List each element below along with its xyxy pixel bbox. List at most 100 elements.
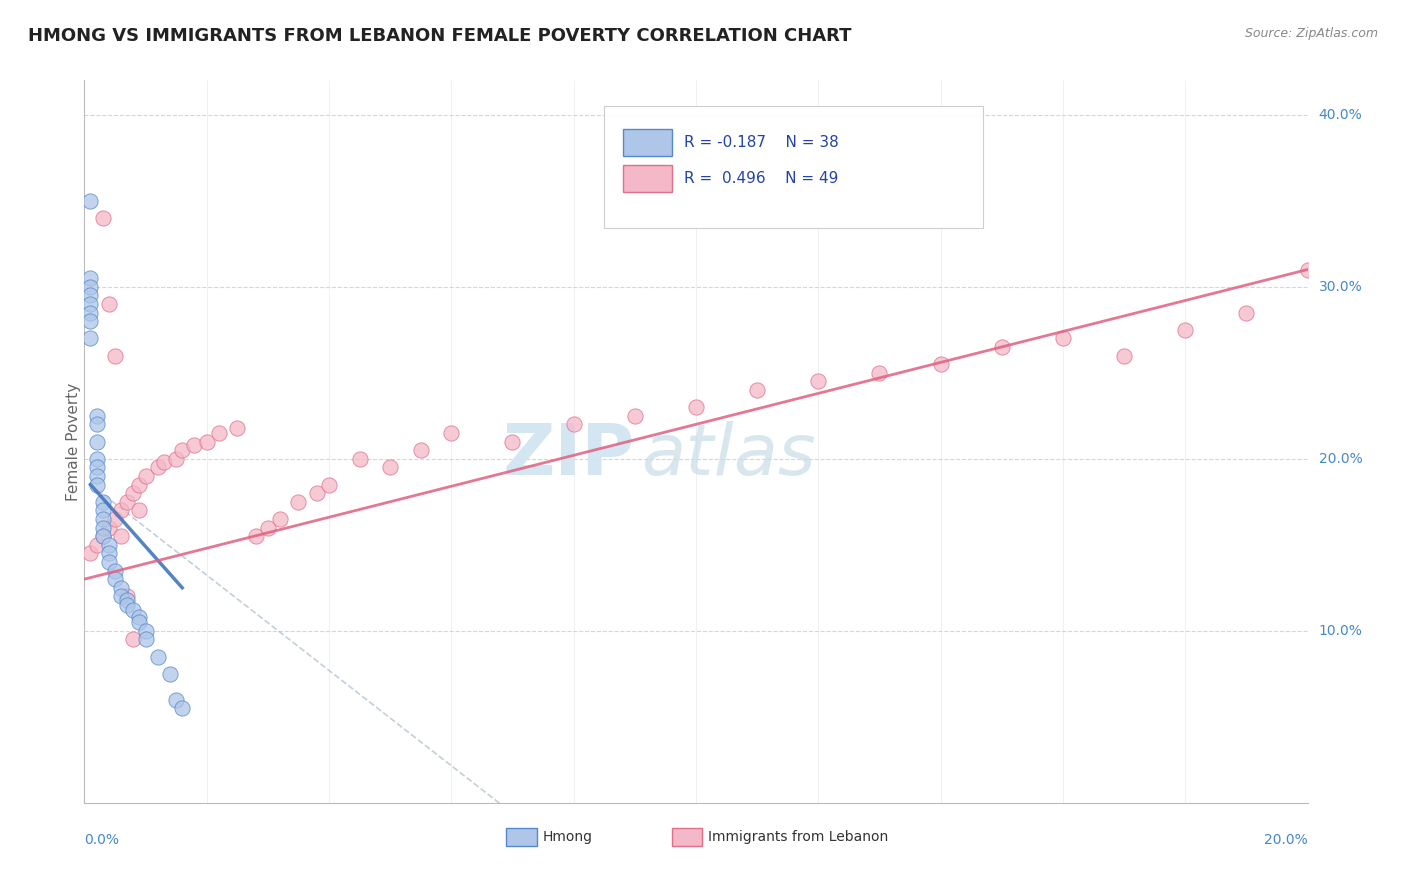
FancyBboxPatch shape [623,128,672,156]
FancyBboxPatch shape [506,828,537,847]
Y-axis label: Female Poverty: Female Poverty [66,383,80,500]
Point [79,314,101,328]
Point [86,417,108,432]
Point [318,477,340,491]
Point [91,520,114,534]
Point [502,434,524,449]
Point [195,434,218,449]
Point [86,409,108,423]
Point [91,512,114,526]
Point [79,546,101,560]
Point [349,451,371,466]
Point [122,632,145,647]
Text: Hmong: Hmong [543,830,593,845]
Point [104,512,127,526]
Point [115,590,138,604]
Point [79,331,101,345]
Text: Source: ZipAtlas.com: Source: ZipAtlas.com [1244,27,1378,40]
Point [97,297,120,311]
Point [86,477,108,491]
Text: 40.0%: 40.0% [1319,108,1362,121]
Point [79,271,101,285]
Point [135,632,157,647]
Point [562,417,585,432]
Point [110,529,132,543]
Point [128,503,150,517]
Text: 0.0%: 0.0% [84,833,120,847]
Point [165,692,187,706]
Point [1296,262,1319,277]
Point [869,366,891,380]
Point [128,477,150,491]
Text: HMONG VS IMMIGRANTS FROM LEBANON FEMALE POVERTY CORRELATION CHART: HMONG VS IMMIGRANTS FROM LEBANON FEMALE … [28,27,852,45]
Point [110,590,132,604]
Point [91,503,114,517]
Point [115,494,138,508]
Point [1236,305,1258,319]
Point [79,297,101,311]
Point [122,486,145,500]
Text: ZIP: ZIP [502,422,636,491]
Point [172,443,194,458]
Point [79,305,101,319]
Point [685,400,707,414]
Point [97,555,120,569]
Point [183,438,205,452]
Point [104,572,127,586]
Point [747,383,769,397]
Point [269,512,291,526]
Point [624,409,647,423]
FancyBboxPatch shape [623,165,672,193]
Point [128,615,150,630]
Point [104,564,127,578]
Point [991,340,1014,354]
Point [153,455,176,469]
Point [115,592,138,607]
Text: 20.0%: 20.0% [1264,833,1308,847]
Point [91,494,114,508]
Text: atlas: atlas [641,422,815,491]
FancyBboxPatch shape [672,828,702,847]
Point [97,538,120,552]
Point [97,520,120,534]
Point [440,425,463,440]
Point [172,701,194,715]
Point [79,279,101,293]
Point [91,529,114,543]
Point [79,194,101,208]
Point [305,486,328,500]
Point [91,529,114,543]
Point [110,581,132,595]
Point [146,649,169,664]
Point [380,460,402,475]
Point [86,469,108,483]
Point [165,451,187,466]
Point [226,421,249,435]
Point [1174,323,1197,337]
Point [86,451,108,466]
Point [104,349,127,363]
Point [115,598,138,612]
Point [257,520,280,534]
Point [128,610,150,624]
Point [159,666,181,681]
Point [245,529,267,543]
Point [91,211,114,225]
Point [86,538,108,552]
Point [110,503,132,517]
Point [208,425,231,440]
Text: 30.0%: 30.0% [1319,280,1362,293]
Point [1114,349,1136,363]
Point [929,357,952,371]
Point [86,434,108,449]
Point [79,288,101,302]
Text: Immigrants from Lebanon: Immigrants from Lebanon [709,830,889,845]
Point [97,546,120,560]
FancyBboxPatch shape [605,105,983,228]
Text: 10.0%: 10.0% [1319,624,1362,638]
Point [409,443,432,458]
Point [807,375,830,389]
Point [86,460,108,475]
Point [146,460,169,475]
Text: R = -0.187    N = 38: R = -0.187 N = 38 [683,135,838,150]
